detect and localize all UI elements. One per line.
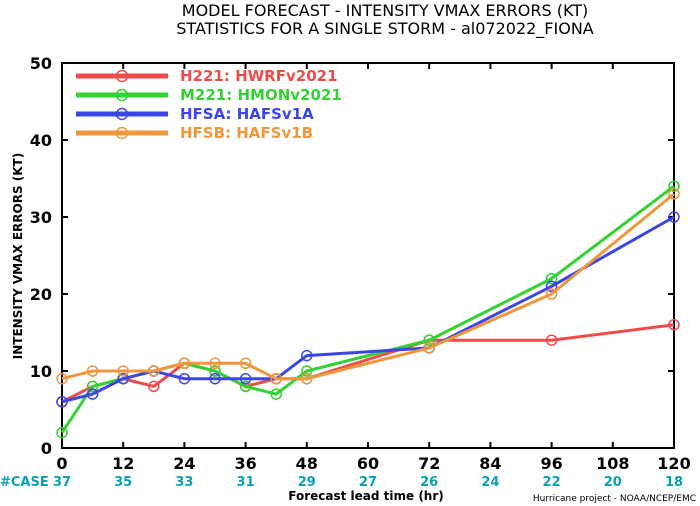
data-point-series-1 <box>545 272 558 285</box>
data-point-series-3 <box>209 357 221 370</box>
legend-entry-3: HFSB: HAFSv1B <box>180 124 313 142</box>
case-count: 20 <box>604 475 622 490</box>
y-tick-label: 10 <box>30 362 52 381</box>
y-tick-label: 50 <box>30 54 52 73</box>
legend-marker-3 <box>115 126 129 140</box>
x-tick-label: 72 <box>418 454 440 473</box>
y-tick-label: 40 <box>30 131 52 150</box>
y-axis-label: INTENSITY VMAX ERRORS (KT) <box>11 153 25 359</box>
legend-marker-0 <box>115 69 129 83</box>
data-point-series-1 <box>209 365 221 377</box>
case-count: 29 <box>298 475 316 490</box>
data-point-series-2 <box>209 372 221 385</box>
case-count: 26 <box>420 475 438 490</box>
case-count: 24 <box>481 475 499 490</box>
case-count: 27 <box>359 475 377 490</box>
data-point-series-3 <box>668 188 680 200</box>
case-count: 35 <box>114 475 132 490</box>
data-point-series-3 <box>86 365 99 377</box>
case-count: 33 <box>175 475 193 490</box>
data-point-series-2 <box>239 372 252 385</box>
series-line-2 <box>61 215 675 404</box>
legend-entry-1: M221: HMONv2021 <box>180 86 342 104</box>
data-point-series-3 <box>178 357 191 370</box>
case-count: 22 <box>543 475 561 490</box>
data-point-series-2 <box>545 280 558 293</box>
case-count-label: #CASE <box>0 475 49 490</box>
x-tick-label: 48 <box>296 454 318 473</box>
x-tick-label: 36 <box>234 454 256 473</box>
y-tick-label: 30 <box>30 208 52 227</box>
data-point-series-3 <box>423 342 435 354</box>
x-tick-label: 0 <box>56 454 67 473</box>
data-point-series-2 <box>178 372 191 385</box>
x-tick-label: 24 <box>173 454 195 473</box>
plot-area: 0 12 24 36 48 60 72 84 96 108 120 0 10 20 30 40 50 H221: … <box>30 54 691 490</box>
case-count: 31 <box>237 475 255 490</box>
data-point-series-2 <box>86 388 99 400</box>
data-point-series-3 <box>56 372 68 385</box>
case-count: 18 <box>665 475 683 490</box>
legend-entry-0: H221: HWRFv2021 <box>180 67 338 85</box>
y-tick-label: 0 <box>41 439 52 458</box>
legend-entry-2: HFSA: HAFSv1A <box>180 105 314 123</box>
x-tick-label: 96 <box>540 454 562 473</box>
data-point-series-3 <box>148 365 160 377</box>
data-point-series-2 <box>301 349 313 362</box>
data-point-series-2 <box>56 396 68 408</box>
x-tick-label: 120 <box>657 454 690 473</box>
data-point-series-3 <box>545 288 558 300</box>
data-point-series-0 <box>148 380 160 393</box>
legend-marker-2 <box>115 107 129 121</box>
data-point-series-2 <box>117 372 129 385</box>
case-count: 37 <box>53 475 71 490</box>
x-axis-label: Forecast lead time (hr) <box>288 489 444 503</box>
data-point-series-1 <box>56 426 68 439</box>
chart-title-line2: STATISTICS FOR A SINGLE STORM - al072022… <box>176 19 594 39</box>
data-point-series-1 <box>239 380 252 393</box>
data-point-series-3 <box>270 372 282 385</box>
legend-marker-1 <box>115 88 129 102</box>
data-point-series-3 <box>239 357 252 370</box>
data-point-series-2 <box>668 211 680 223</box>
x-tick-label: 60 <box>357 454 379 473</box>
data-point-series-1 <box>301 365 313 377</box>
data-point-series-3 <box>301 372 313 385</box>
data-point-series-1 <box>86 380 99 393</box>
y-tick-label: 20 <box>30 285 52 304</box>
data-point-series-0 <box>668 319 680 331</box>
series-line-1 <box>60 185 675 434</box>
chart-title-line1: MODEL FORECAST - INTENSITY VMAX ERRORS (… <box>182 1 588 20</box>
x-tick-label: 12 <box>112 454 134 473</box>
x-tick-label: 84 <box>479 454 501 473</box>
data-point-series-1 <box>668 180 680 192</box>
data-point-series-0 <box>545 334 558 346</box>
data-point-series-1 <box>270 388 282 400</box>
credit-text: Hurricane project - NOAA/NCEP/EMC <box>533 494 696 504</box>
data-point-series-1 <box>423 334 435 346</box>
x-tick-label: 108 <box>596 454 629 473</box>
data-point-series-3 <box>117 365 129 377</box>
